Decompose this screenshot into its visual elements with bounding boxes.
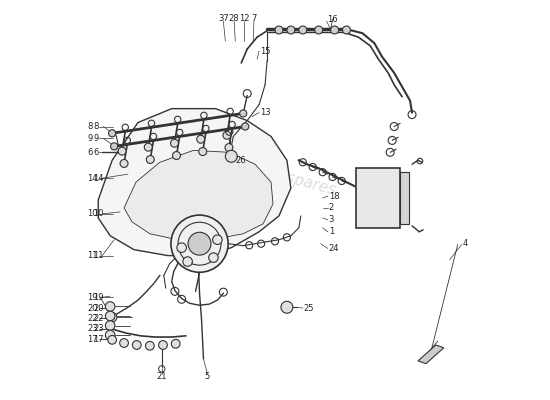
Text: 9: 9 <box>94 134 98 143</box>
Circle shape <box>188 232 211 255</box>
Text: 20: 20 <box>94 304 104 312</box>
Text: 11: 11 <box>87 251 98 260</box>
Text: 37: 37 <box>218 14 229 22</box>
Text: 17: 17 <box>94 334 104 344</box>
Circle shape <box>111 143 118 150</box>
Circle shape <box>144 143 152 151</box>
Circle shape <box>226 150 237 162</box>
Circle shape <box>133 341 141 349</box>
Text: 14: 14 <box>94 174 104 183</box>
Text: 23: 23 <box>87 324 98 333</box>
Text: 5: 5 <box>205 372 210 381</box>
Circle shape <box>108 336 117 344</box>
Text: 7: 7 <box>251 14 257 22</box>
Circle shape <box>225 144 233 152</box>
Circle shape <box>106 311 115 321</box>
Text: 16: 16 <box>327 15 338 24</box>
Circle shape <box>199 148 207 156</box>
Circle shape <box>172 340 180 348</box>
Circle shape <box>331 26 339 34</box>
Text: 2: 2 <box>329 204 334 212</box>
Circle shape <box>315 26 323 34</box>
Text: 21: 21 <box>157 372 167 381</box>
Circle shape <box>171 215 228 272</box>
Text: 19: 19 <box>87 293 98 302</box>
Polygon shape <box>124 150 273 240</box>
Circle shape <box>107 312 117 322</box>
Circle shape <box>146 342 154 350</box>
Bar <box>400 172 409 224</box>
Circle shape <box>197 135 205 143</box>
Bar <box>356 168 400 228</box>
Text: 24: 24 <box>329 244 339 253</box>
Circle shape <box>170 139 179 147</box>
Text: 8: 8 <box>94 122 99 131</box>
Text: 14: 14 <box>87 174 98 183</box>
Text: 26: 26 <box>235 156 246 165</box>
Text: 25: 25 <box>304 304 314 312</box>
Circle shape <box>275 26 283 34</box>
Circle shape <box>241 123 249 130</box>
Polygon shape <box>418 345 444 364</box>
Text: 20: 20 <box>87 304 98 312</box>
Text: 15: 15 <box>260 46 271 56</box>
Circle shape <box>120 160 128 168</box>
Circle shape <box>183 257 192 266</box>
Circle shape <box>146 156 154 164</box>
Text: 8: 8 <box>87 122 93 131</box>
Text: 19: 19 <box>94 293 104 302</box>
Text: 11: 11 <box>94 251 104 260</box>
Polygon shape <box>98 109 291 256</box>
Circle shape <box>108 130 116 137</box>
Circle shape <box>299 26 307 34</box>
Text: 17: 17 <box>87 334 98 344</box>
Circle shape <box>118 147 126 155</box>
Text: 10: 10 <box>94 210 104 218</box>
Text: 13: 13 <box>260 108 271 117</box>
Circle shape <box>120 339 129 347</box>
Circle shape <box>240 110 247 117</box>
Circle shape <box>173 152 180 160</box>
Text: eurospares: eurospares <box>113 142 199 178</box>
Text: 6: 6 <box>87 148 93 157</box>
Text: 12: 12 <box>239 14 249 22</box>
Text: 3: 3 <box>329 215 334 224</box>
Text: 4: 4 <box>463 239 468 248</box>
Circle shape <box>158 341 167 349</box>
Circle shape <box>287 26 295 34</box>
Text: 23: 23 <box>94 324 104 333</box>
Text: 28: 28 <box>229 14 239 22</box>
Circle shape <box>106 330 115 340</box>
Circle shape <box>208 253 218 262</box>
Text: 9: 9 <box>87 134 93 143</box>
Text: eurospares: eurospares <box>252 162 338 198</box>
Circle shape <box>281 301 293 313</box>
Circle shape <box>177 243 186 252</box>
Circle shape <box>213 235 222 244</box>
Circle shape <box>106 302 115 311</box>
Circle shape <box>223 131 231 139</box>
Circle shape <box>106 321 115 330</box>
Text: 1: 1 <box>329 227 334 236</box>
Text: 22: 22 <box>94 314 104 323</box>
Text: 18: 18 <box>329 192 339 200</box>
Text: 10: 10 <box>87 210 98 218</box>
Text: 22: 22 <box>87 314 98 323</box>
Circle shape <box>343 26 350 34</box>
Text: 6: 6 <box>94 148 99 157</box>
